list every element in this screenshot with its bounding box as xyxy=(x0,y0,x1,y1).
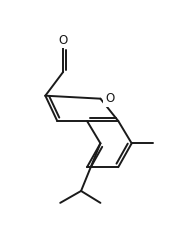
Text: O: O xyxy=(105,92,114,105)
Text: O: O xyxy=(58,34,68,46)
